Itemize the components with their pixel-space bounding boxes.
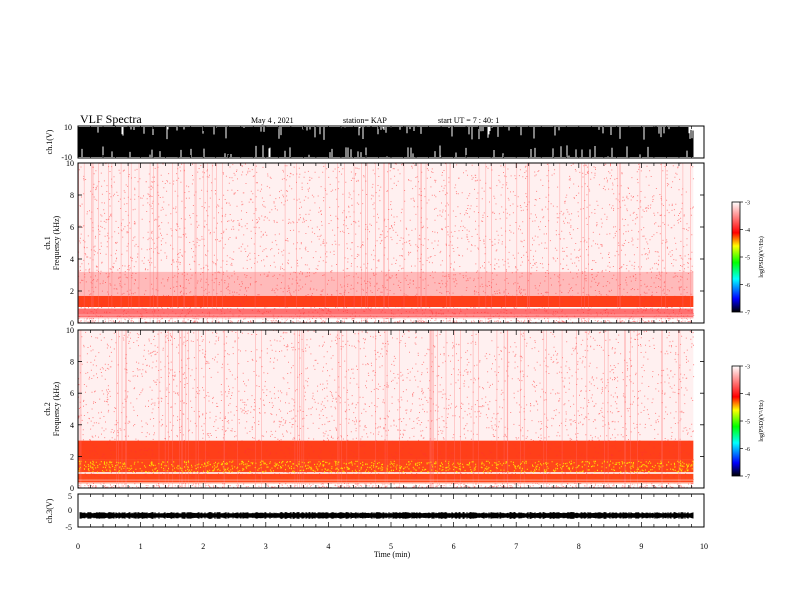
spec2-yticks-label-5: 10 [66, 326, 74, 335]
ch3-ytick-bottom: -5 [65, 523, 72, 532]
spec1-yticks-label-5: 10 [66, 159, 74, 168]
spec2-band-3 [78, 330, 694, 441]
figure-title: VLF Spectra [80, 112, 142, 126]
x-tick-label-1: 1 [139, 542, 143, 551]
spec2-yticks-label-0: 0 [70, 484, 74, 493]
ch2-colorbar-label: log(PSD)(V²/Hz) [758, 400, 765, 441]
cbar1-ticks-label-0: -3 [745, 201, 750, 207]
x-tick-label-3: 3 [264, 542, 268, 551]
spec1-yticks-label-2: 4 [70, 255, 74, 264]
start-ut-label: start UT = 7 : 40: 1 [438, 116, 499, 125]
spec2-band-0 [78, 473, 694, 484]
cbar2-ticks-label-1: -4 [745, 392, 750, 398]
spec1-band-1 [78, 295, 694, 307]
spec2-band-2 [78, 440, 694, 460]
ch1-waveform-trace [78, 126, 694, 157]
ch2-colorbar-gradient [731, 365, 741, 477]
cbar1-ticks-label-3: -6 [745, 283, 750, 289]
station-label: station= KAP [343, 116, 387, 125]
x-tick-label-8: 8 [577, 542, 581, 551]
ch3-waveform-panel: 5 0 -5 ch.3(V) [45, 492, 705, 532]
spec1-yticks-label-1: 2 [70, 287, 74, 296]
cbar1-ticks-label-4: -7 [745, 311, 750, 317]
cbar2-ticks-label-0: -3 [745, 365, 750, 371]
cbar2-ticks-label-3: -6 [745, 447, 750, 453]
ch2-spec-ylabel-channel: ch.2 [43, 402, 52, 416]
spec1-band-0 [78, 308, 694, 319]
spec1-yticks-label-4: 8 [70, 191, 74, 200]
ch2-spec-ylabel-frequency: Frequency (kHz) [52, 381, 61, 436]
spec1-streaks [78, 163, 691, 323]
cbar2-ticks-label-4: -7 [745, 475, 750, 481]
ch2-spectrogram-panel: 0 2 4 6 8 10 ch.2 Frequency (kHz) [43, 326, 705, 493]
x-tick-label-0: 0 [76, 542, 80, 551]
x-tick-label-9: 9 [639, 542, 643, 551]
ch1-colorbar-label: log(PSD)(V²/Hz) [758, 236, 765, 277]
x-tick-label-7: 7 [514, 542, 518, 551]
ch1-spec-ylabel-frequency: Frequency (kHz) [52, 215, 61, 270]
date-label: May 4 , 2021 [251, 116, 294, 125]
x-tick-label-4: 4 [326, 542, 330, 551]
cbar1-ticks-label-2: -5 [745, 256, 750, 262]
ch1-waveform-ylabel: ch.1(V) [45, 129, 54, 154]
spec2-yticks-label-4: 8 [70, 358, 74, 367]
spec2-yticks-label-3: 6 [70, 389, 74, 398]
spec2-speckle [78, 330, 695, 488]
ch2-colorbar: -3 -4 -5 -6 -7 log(PSD)(V²/Hz) [731, 365, 765, 481]
x-axis-label: Time (min) [374, 550, 411, 559]
spec1-yticks-label-0: 0 [70, 319, 74, 328]
ch3-waveform-trace [79, 512, 694, 519]
x-tick-label-5: 5 [389, 542, 393, 551]
spec2-yticks-label-1: 2 [70, 452, 74, 461]
ch1-ytick-bottom: -10 [61, 153, 72, 162]
ch1-ytick-top: 10 [64, 123, 72, 132]
spec1-yticks-label-3: 6 [70, 223, 74, 232]
x-tick-label-2: 2 [201, 542, 205, 551]
ch3-ytick-mid: 0 [68, 506, 72, 515]
spec2-hot-specks [78, 460, 694, 473]
ch1-colorbar: -3 -4 -5 -6 -7 log(PSD)(V²/Hz) [731, 201, 765, 317]
x-tick-label-6: 6 [452, 542, 456, 551]
x-tick-label-10: 10 [700, 542, 708, 551]
cbar1-ticks-label-1: -4 [745, 228, 750, 234]
ch1-waveform-panel: 10 -10 ch.1(V) [45, 123, 705, 162]
ch1-spec-ylabel-channel: ch.1 [43, 236, 52, 250]
spec2-yticks-label-2: 4 [70, 421, 74, 430]
ch3-ytick-top: 5 [68, 492, 72, 501]
cbar2-ticks-label-2: -5 [745, 420, 750, 426]
ch1-colorbar-gradient [731, 201, 741, 313]
spec1-band-3 [78, 163, 694, 272]
ch3-waveform-ylabel: ch.3(V) [45, 498, 54, 523]
spec2-streaks [79, 330, 681, 488]
ch1-spectrogram-panel: 0 2 4 6 8 10 ch.1 Frequency (kHz) [43, 159, 705, 328]
